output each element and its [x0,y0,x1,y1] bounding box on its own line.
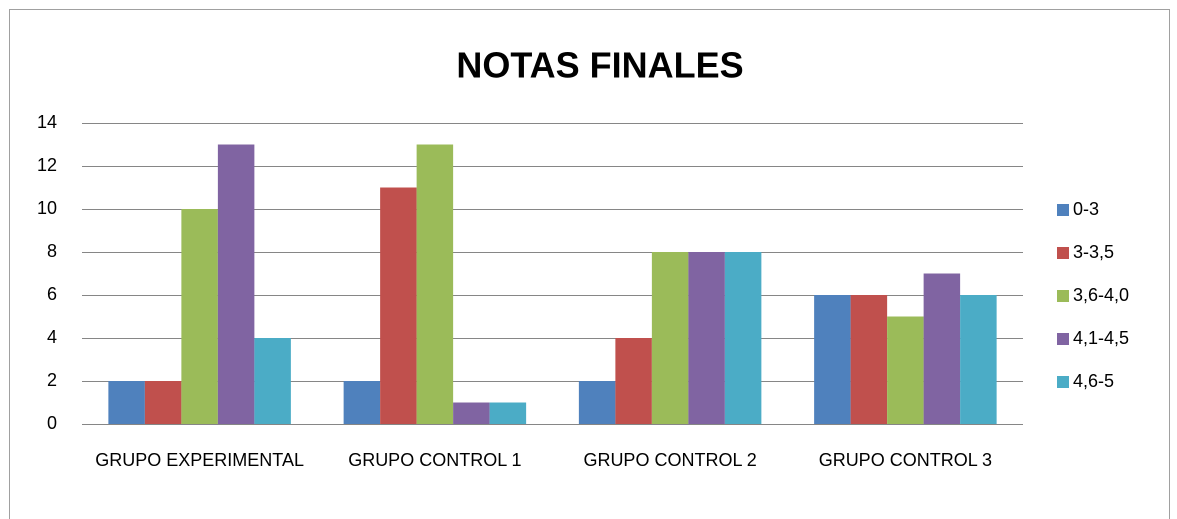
y-tick-label: 12 [37,155,57,175]
legend-swatch [1057,376,1069,388]
bar [217,144,255,424]
legend-label: 3-3,5 [1073,242,1114,262]
legend-label: 0-3 [1073,199,1099,219]
bar [343,381,381,424]
legend-label: 4,1-4,5 [1073,328,1129,348]
bar [144,381,182,424]
legend-swatch [1057,204,1069,216]
y-tick-label: 0 [47,413,57,433]
bar [181,209,218,424]
bar [380,187,417,424]
bar [887,316,924,424]
x-tick-label: GRUPO CONTROL 2 [583,450,756,470]
bar [960,295,997,424]
legend-label: 3,6-4,0 [1073,285,1129,305]
bar [850,295,888,424]
bar [489,402,527,424]
y-tick-label: 4 [47,327,57,347]
y-tick-label: 8 [47,241,57,261]
chart-title: NOTAS FINALES [456,45,743,86]
legend-swatch [1057,247,1069,259]
bar [615,338,652,424]
x-tick-label: GRUPO EXPERIMENTAL [95,450,304,470]
bar [651,252,689,424]
bar [724,252,762,424]
legend-swatch [1057,333,1069,345]
x-tick-label: GRUPO CONTROL 3 [819,450,992,470]
legend-label: 4,6-5 [1073,371,1114,391]
bar [416,144,454,424]
x-tick-label: GRUPO CONTROL 1 [348,450,521,470]
bar [108,381,145,424]
bar [688,252,725,424]
bar [923,273,961,424]
y-tick-label: 6 [47,284,57,304]
y-tick-label: 14 [37,112,57,132]
y-tick-label: 10 [37,198,57,218]
y-tick-label: 2 [47,370,57,390]
bar [814,295,851,424]
legend-swatch [1057,290,1069,302]
bar [254,338,291,424]
bar [578,381,616,424]
bar [453,402,490,424]
